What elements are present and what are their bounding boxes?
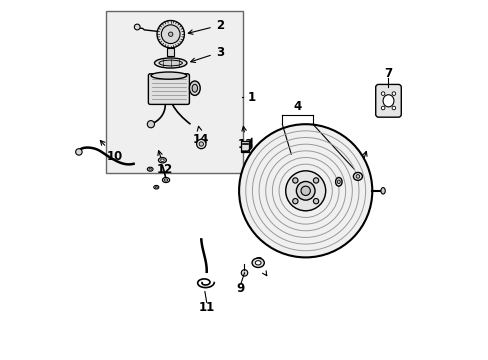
Text: 2: 2: [188, 19, 224, 34]
Circle shape: [391, 106, 395, 110]
Text: 7: 7: [384, 67, 392, 80]
Text: 5: 5: [334, 152, 346, 188]
Ellipse shape: [149, 168, 151, 170]
Circle shape: [241, 270, 247, 276]
Text: 4: 4: [293, 100, 301, 113]
Ellipse shape: [154, 58, 186, 68]
FancyBboxPatch shape: [148, 74, 189, 104]
Ellipse shape: [192, 84, 197, 92]
Ellipse shape: [147, 167, 153, 171]
Circle shape: [168, 32, 172, 36]
Ellipse shape: [380, 188, 385, 194]
Circle shape: [76, 149, 82, 155]
Text: 13: 13: [238, 126, 254, 150]
Circle shape: [199, 142, 203, 146]
Ellipse shape: [151, 72, 186, 79]
FancyBboxPatch shape: [375, 85, 401, 117]
Circle shape: [157, 21, 184, 48]
Ellipse shape: [335, 177, 342, 186]
Circle shape: [292, 178, 297, 183]
Ellipse shape: [382, 95, 393, 107]
Circle shape: [292, 198, 297, 204]
Text: 3: 3: [190, 46, 224, 63]
Text: 10: 10: [100, 140, 123, 163]
Circle shape: [313, 198, 318, 204]
Ellipse shape: [251, 258, 264, 267]
Circle shape: [313, 178, 318, 183]
Bar: [106, 11, 242, 173]
Ellipse shape: [153, 185, 159, 189]
Ellipse shape: [160, 159, 164, 161]
Ellipse shape: [255, 261, 261, 265]
Ellipse shape: [337, 180, 340, 184]
Text: 11: 11: [198, 301, 214, 314]
Circle shape: [239, 124, 371, 257]
Text: 1: 1: [247, 91, 256, 104]
Text: 12: 12: [156, 151, 172, 176]
Bar: [167, 48, 174, 56]
Circle shape: [381, 92, 384, 95]
Text: 14: 14: [193, 126, 209, 146]
Circle shape: [296, 181, 314, 200]
Ellipse shape: [189, 81, 200, 95]
Ellipse shape: [158, 158, 166, 163]
Circle shape: [196, 139, 205, 149]
Ellipse shape: [159, 60, 182, 66]
Circle shape: [381, 106, 384, 110]
Ellipse shape: [155, 186, 157, 188]
Circle shape: [391, 92, 395, 95]
Circle shape: [161, 25, 180, 44]
Ellipse shape: [355, 175, 359, 178]
Text: 8: 8: [254, 256, 266, 276]
Ellipse shape: [164, 179, 167, 181]
Text: 9: 9: [236, 282, 244, 294]
Circle shape: [301, 186, 310, 195]
Circle shape: [147, 121, 154, 128]
Ellipse shape: [353, 172, 362, 180]
Ellipse shape: [162, 177, 169, 183]
Text: 6: 6: [353, 152, 366, 183]
Bar: [241, 141, 248, 152]
Circle shape: [134, 24, 140, 30]
Circle shape: [285, 171, 325, 211]
